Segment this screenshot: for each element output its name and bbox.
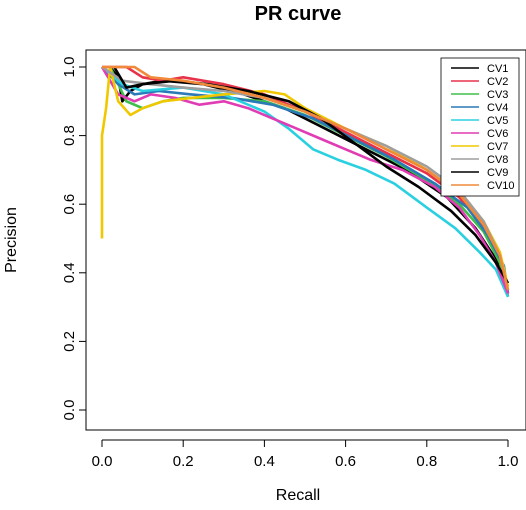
y-tick-label: 0.8 xyxy=(61,125,78,146)
legend-label: CV5 xyxy=(487,115,508,127)
y-tick-label: 0.6 xyxy=(61,194,78,215)
chart-title: PR curve xyxy=(255,3,342,25)
x-axis-label: Recall xyxy=(276,487,320,504)
x-tick-label: 1.0 xyxy=(498,453,519,470)
y-tick-label: 0.0 xyxy=(61,400,78,421)
legend-label: CV3 xyxy=(487,89,508,101)
y-axis: 0.0 0.2 0.4 0.6 0.8 1.0 xyxy=(61,57,87,421)
y-tick-label: 0.2 xyxy=(61,331,78,352)
x-tick-label: 0.4 xyxy=(254,453,275,470)
x-axis: 0.0 0.2 0.4 0.6 0.8 1.0 xyxy=(92,439,519,470)
x-tick-label: 0.6 xyxy=(335,453,356,470)
legend-label: CV8 xyxy=(487,154,508,166)
y-axis-label: Precision xyxy=(3,207,20,273)
legend-label: CV2 xyxy=(487,76,508,88)
series-layer xyxy=(100,65,510,298)
legend-label: CV1 xyxy=(487,63,508,75)
legend-label: CV10 xyxy=(487,180,515,192)
y-tick-label: 0.4 xyxy=(61,262,78,283)
series-line-cv4 xyxy=(101,66,510,294)
x-tick-label: 0.8 xyxy=(416,453,437,470)
series-line-cv10 xyxy=(102,65,510,291)
series-line-cv5 xyxy=(101,66,510,298)
x-tick-label: 0.2 xyxy=(173,453,194,470)
legend-label: CV9 xyxy=(487,167,508,179)
x-tick-label: 0.0 xyxy=(92,453,113,470)
legend-label: CV4 xyxy=(487,102,508,114)
legend-label: CV6 xyxy=(487,128,508,140)
legend-label: CV7 xyxy=(487,141,508,153)
y-tick-label: 1.0 xyxy=(61,57,78,78)
series-line-cv6 xyxy=(100,66,510,294)
